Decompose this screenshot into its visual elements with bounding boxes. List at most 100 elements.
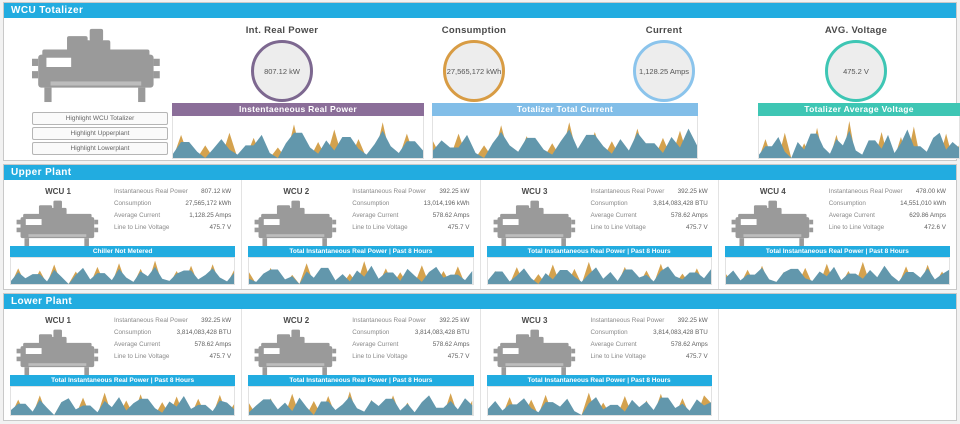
chiller-icon (32, 27, 168, 107)
wcu-data-table: Instantaneous Real Power 807.12 kW Consum… (114, 188, 231, 236)
gauge-value: 1,128.25 Amps (638, 66, 690, 76)
row-label: Line to Line Voltage (828, 224, 885, 231)
row-label: Consumption (828, 200, 866, 207)
row-value: 475.7 V (209, 224, 232, 231)
wcu-data-table: Instantaneous Real Power 392.25 kW Consum… (591, 317, 708, 365)
wcu-sparkline-chart (248, 257, 474, 285)
row-label: Average Current (590, 341, 637, 348)
highlight-lowerplant-button[interactable]: Highlight Lowerplant (32, 142, 168, 155)
chiller-icon (491, 329, 583, 379)
chiller-icon (491, 200, 583, 250)
gauge-label: Current (645, 25, 683, 36)
row-label: Instantaneous Real Power (114, 188, 188, 195)
wcu-chart-banner: Total Instantaneous Real Power | Past 8 … (248, 375, 474, 386)
row-value: 578.62 Amps (194, 341, 232, 348)
highlight-upperplant-button[interactable]: Highlight Upperplant (32, 127, 168, 140)
row-value: 807.12 kW (201, 188, 232, 195)
wcu-chart-banner: Total Instantaneous Real Power | Past 8 … (248, 246, 474, 257)
row-value: 578.62 Amps (670, 212, 708, 219)
row-label: Average Current (828, 212, 875, 219)
gauge-current: Current 1,128.25 Amps (594, 25, 734, 102)
highlight-button-stack: Highlight WCU Totalizer Highlight Upperp… (32, 112, 168, 157)
wcu-sparkline-chart (724, 257, 950, 285)
wcu-sparkline-chart (486, 257, 712, 285)
gauge-value: 475.2 V (843, 66, 869, 76)
wcu-title: WCU 3 (521, 316, 548, 325)
upper-plant-panel: Upper Plant WCU 1 Instantaneous Real Pow… (3, 164, 957, 290)
totalizer-panel: WCU Totalizer Highlight WCU Totalizer Hi… (3, 2, 960, 161)
row-label: Instantaneous Real Power (114, 317, 188, 324)
row-value: 392.25 kW (439, 317, 470, 324)
wcu-sparkline-chart (486, 386, 712, 416)
totalizer-panel-header: WCU Totalizer (4, 3, 956, 18)
sparkline-real-power (172, 116, 424, 159)
upper-plant-header: Upper Plant (4, 165, 956, 180)
sparkline-average-voltage (758, 116, 960, 159)
row-label: Instantaneous Real Power (352, 317, 427, 324)
row-value: 392.25 kW (201, 317, 232, 324)
wcu-card-upper-1: WCU 1 Instantaneous Real Power 807.12 kW … (4, 180, 243, 289)
row-label: Instantaneous Real Power (590, 317, 665, 324)
row-label: Line to Line Voltage (114, 353, 170, 360)
row-label: Consumption (590, 329, 628, 336)
row-value: 13,014,196 kWh (423, 200, 470, 207)
row-value: 578.62 Amps (670, 341, 708, 348)
wcu-chart-banner: Chiller Not Metered (10, 246, 236, 257)
row-value: 392.25 kW (677, 317, 708, 324)
upper-plant-cards: WCU 1 Instantaneous Real Power 807.12 kW … (4, 180, 956, 289)
wcu-title: WCU 1 (45, 187, 71, 196)
row-label: Line to Line Voltage (352, 353, 408, 360)
row-value: 578.62 Amps (432, 341, 470, 348)
wcu-card-upper-2: WCU 2 Instantaneous Real Power 392.25 kW … (242, 180, 481, 289)
wcu-card-upper-3: WCU 3 Instantaneous Real Power 392.25 kW … (481, 180, 719, 289)
row-label: Consumption (352, 200, 390, 207)
row-value: 3,814,083,428 BTU (653, 200, 708, 207)
gauge-ring: 807.12 kW (251, 40, 313, 102)
row-value: 1,128.25 Amps (189, 212, 232, 219)
row-label: Instantaneous Real Power (828, 188, 903, 195)
row-value: 478.00 kW (915, 188, 946, 195)
row-label: Average Current (114, 212, 161, 219)
row-label: Consumption (590, 200, 628, 207)
row-label: Average Current (114, 341, 161, 348)
wcu-card-lower-3: WCU 3 Instantaneous Real Power 392.25 kW … (481, 309, 719, 420)
chart-group-total-current: Totalizer Total Current (432, 103, 698, 159)
row-value: 629.86 Amps (909, 212, 946, 219)
gauge-label: AVG. Voltage (824, 25, 888, 36)
chiller-icon (729, 200, 821, 250)
gauge-ring: 475.2 V (825, 40, 887, 102)
row-label: Line to Line Voltage (114, 224, 170, 231)
wcu-chart-banner: Total Instantaneous Real Power | Past 8 … (10, 375, 236, 386)
row-value: 472.6 V (924, 224, 946, 231)
gauge-int-real-power: Int. Real Power 807.12 kW (212, 25, 352, 102)
wcu-chart-banner: Total Instantaneous Real Power | Past 8 … (724, 246, 950, 257)
chart-group-real-power: Instentaeneous Real Power (172, 103, 424, 159)
row-value: 27,565,172 kWh (185, 200, 232, 207)
row-value: 14,551,010 kWh (900, 200, 946, 207)
gauge-value: 807.12 kW (264, 66, 300, 76)
row-value: 3,814,083,428 BTU (653, 329, 708, 336)
wcu-card-lower-1: WCU 1 Instantaneous Real Power 392.25 kW … (4, 309, 243, 420)
wcu-chart-banner: Total Instantaneous Real Power | Past 8 … (486, 375, 712, 386)
row-value: 475.7 V (209, 353, 232, 360)
row-value: 475.7 V (447, 224, 470, 231)
wcu-card-lower-2: WCU 2 Instantaneous Real Power 392.25 kW … (242, 309, 481, 420)
wcu-title: WCU 2 (283, 187, 310, 196)
wcu-data-table: Instantaneous Real Power 478.00 kW Consum… (829, 188, 946, 236)
empty-card-slot (718, 309, 956, 420)
lower-plant-cards: WCU 1 Instantaneous Real Power 392.25 kW … (4, 309, 956, 420)
row-value: 3,814,083,428 BTU (176, 329, 232, 336)
wcu-data-table: Instantaneous Real Power 392.25 kW Consum… (352, 188, 469, 236)
row-label: Consumption (114, 329, 152, 336)
row-value: 578.62 Amps (432, 212, 470, 219)
chart-group-average-voltage: Totalizer Average Voltage (758, 103, 960, 159)
chiller-icon (14, 200, 106, 250)
gauge-ring: 1,128.25 Amps (633, 40, 695, 102)
gauge-label: Consumption (441, 25, 507, 36)
chiller-icon (252, 329, 344, 379)
chiller-icon (252, 200, 344, 250)
row-label: Instantaneous Real Power (352, 188, 427, 195)
wcu-title: WCU 4 (759, 187, 786, 196)
gauge-label: Int. Real Power (245, 25, 319, 36)
highlight-wcu-totalizer-button[interactable]: Highlight WCU Totalizer (32, 112, 168, 125)
